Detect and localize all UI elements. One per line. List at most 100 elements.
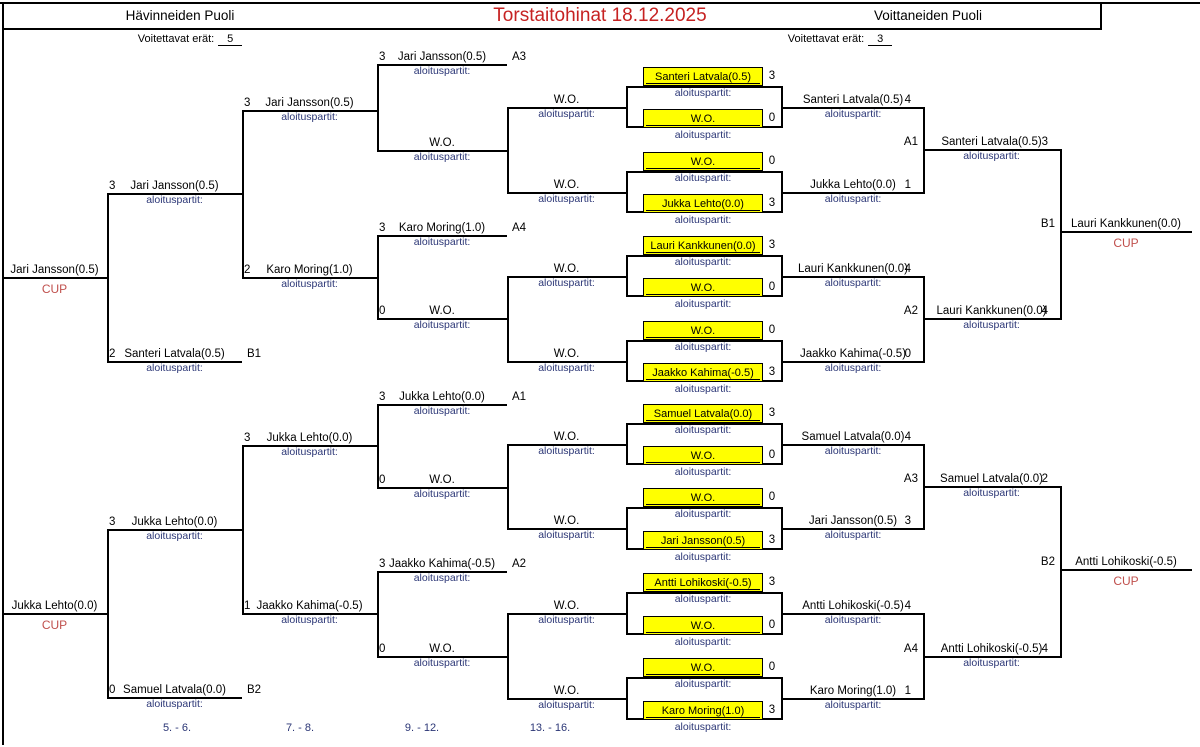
player-name: Jari Jansson(0.5)	[646, 535, 760, 548]
header-right-border	[1100, 2, 1102, 30]
starts-label: aloituspartit:	[413, 405, 471, 417]
round1-slot: Jaakko Kahima(-0.5)	[643, 363, 763, 382]
bracket-connector	[1060, 486, 1062, 658]
match-score: 3	[109, 516, 116, 528]
bracket-entry: W.O. aloituspartit:	[507, 348, 626, 374]
starts-label: aloituspartit:	[674, 593, 732, 605]
starts-label: aloituspartit:	[824, 699, 882, 711]
starts-label: aloituspartit:	[538, 193, 595, 205]
bracket-connector	[923, 613, 925, 700]
bracket-connector	[377, 64, 379, 152]
bracket-entry: 3 Jukka Lehto(0.0) aloituspartit:	[107, 516, 242, 542]
match-tag: A4	[903, 643, 918, 655]
starts-label: aloituspartit:	[674, 298, 732, 310]
starts-label: aloituspartit:	[413, 488, 471, 500]
match-score: 4	[1041, 643, 1048, 655]
bracket-entry: W.O. aloituspartit:	[507, 263, 626, 289]
match-tag: A1	[512, 391, 527, 403]
player-name: Santeri Latvala(0.5)	[646, 71, 760, 84]
player-name: W.O.	[553, 685, 580, 697]
bracket-entry: 0 W.O. aloituspartit:	[377, 305, 507, 331]
bracket-entry: Jaakko Kahima(-0.5) 0 aloituspartit:	[783, 348, 923, 374]
bracket-entry: 3 Jari Jansson(0.5) aloituspartit:	[242, 97, 377, 123]
bracket-connector	[377, 235, 379, 320]
bracket-entry: 3 Jari Jansson(0.5) aloituspartit:	[107, 180, 242, 206]
match-score: 0	[379, 474, 386, 486]
slot-score: 3	[768, 366, 776, 378]
starts-label: aloituspartit:	[146, 362, 203, 374]
player-name: W.O.	[553, 600, 580, 612]
bracket-entry: A4 Antti Lohikoski(-0.5) 4 aloituspartit:	[904, 643, 1060, 669]
round1-slot: W.O.	[643, 278, 763, 297]
bracket-connector	[507, 107, 509, 194]
slot-score: 0	[768, 661, 776, 673]
player-name: Samuel Latvala(0.0)	[646, 408, 760, 421]
cup-label: CUP	[1113, 574, 1139, 588]
round1-slot: Samuel Latvala(0.0)	[643, 404, 763, 423]
match-score: 4	[904, 94, 911, 106]
starts-label: aloituspartit:	[538, 614, 595, 626]
player-name: W.O.	[646, 662, 760, 675]
cup-label: CUP	[1113, 236, 1139, 250]
rank-label: 5. - 6.	[162, 722, 192, 734]
starts-label: aloituspartit:	[281, 278, 338, 290]
starts-label: aloituspartit:	[674, 383, 732, 395]
slot-score: 0	[768, 112, 776, 124]
starts-label: aloituspartit:	[538, 699, 595, 711]
starts-label: aloituspartit:	[413, 236, 471, 248]
bracket-entry: Jukka Lehto(0.0) CUP	[2, 600, 107, 632]
match-score: 1	[904, 179, 911, 191]
starts-label: aloituspartit:	[963, 657, 1020, 669]
player-name: W.O.	[646, 113, 760, 126]
match-score: 0	[379, 643, 386, 655]
player-name: W.O.	[553, 263, 580, 275]
page-title: Torstaitohinat 18.12.2025	[493, 5, 707, 26]
starts-label: aloituspartit:	[538, 445, 595, 457]
slot-score: 0	[768, 155, 776, 167]
player-name: Lauri Kankkunen(0.0)	[798, 263, 908, 275]
starts-label: aloituspartit:	[963, 319, 1020, 331]
bracket-entry: 3 Jaakko Kahima(-0.5) A2 aloituspartit:	[377, 558, 526, 584]
starts-label: aloituspartit:	[824, 193, 882, 205]
slot-score: 3	[768, 239, 776, 251]
bracket-entry: Jari Jansson(0.5) 3 aloituspartit:	[783, 515, 923, 541]
player-name: W.O.	[553, 179, 580, 191]
round1-slot: W.O.	[643, 488, 763, 507]
player-name: Lauri Kankkunen(0.0)	[646, 240, 760, 253]
match-tag: A1	[903, 136, 918, 148]
starts-label: aloituspartit:	[674, 508, 732, 520]
bracket-connector	[507, 613, 509, 700]
player-name: Jari Jansson(0.5)	[397, 51, 487, 63]
match-score: 3	[379, 391, 386, 403]
slot-score: 0	[768, 449, 776, 461]
starts-label: aloituspartit:	[674, 87, 732, 99]
sets-to-win-right-value: 3	[868, 33, 893, 46]
player-name: Karo Moring(1.0)	[398, 222, 486, 234]
slot-score: 3	[768, 576, 776, 588]
player-name: W.O.	[646, 282, 760, 295]
match-score: 3	[379, 51, 386, 63]
bracket-entry: A2 Lauri Kankkunen(0.0) 4 aloituspartit:	[904, 305, 1060, 331]
slot-score: 3	[768, 197, 776, 209]
player-name: Karo Moring(1.0)	[646, 705, 760, 718]
bracket-entry: W.O. aloituspartit:	[507, 431, 626, 457]
bracket-entry: W.O. aloituspartit:	[377, 137, 507, 163]
player-name: Antti Lohikoski(-0.5)	[1075, 556, 1177, 568]
bracket-entry: 1 Jaakko Kahima(-0.5) aloituspartit:	[242, 600, 377, 626]
match-score: 0	[109, 684, 116, 696]
bracket-entry: W.O. aloituspartit:	[507, 94, 626, 120]
rank-label: 9. - 12.	[404, 722, 440, 734]
starts-label: aloituspartit:	[824, 362, 882, 374]
starts-label: aloituspartit:	[674, 341, 732, 353]
match-tag: B1	[247, 348, 262, 360]
match-score: 1	[244, 600, 251, 612]
player-name: Lauri Kankkunen(0.0)	[1071, 218, 1181, 230]
starts-label: aloituspartit:	[824, 529, 882, 541]
match-tag: A2	[512, 558, 527, 570]
starts-label: aloituspartit:	[674, 214, 732, 226]
losers-side-title: Hävinneiden Puoli	[125, 8, 235, 23]
bracket-connector	[377, 404, 379, 489]
round1-slot: Lauri Kankkunen(0.0)	[643, 236, 763, 255]
starts-label: aloituspartit:	[963, 150, 1020, 162]
